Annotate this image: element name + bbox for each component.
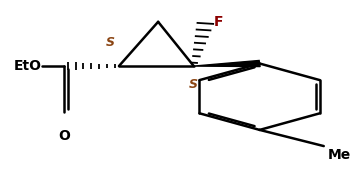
Text: S: S bbox=[188, 78, 197, 91]
Text: F: F bbox=[213, 15, 223, 29]
Text: O: O bbox=[58, 129, 70, 143]
Text: EtO: EtO bbox=[14, 59, 42, 73]
Text: Me: Me bbox=[327, 148, 351, 162]
Polygon shape bbox=[194, 61, 260, 67]
Text: S: S bbox=[106, 36, 115, 49]
